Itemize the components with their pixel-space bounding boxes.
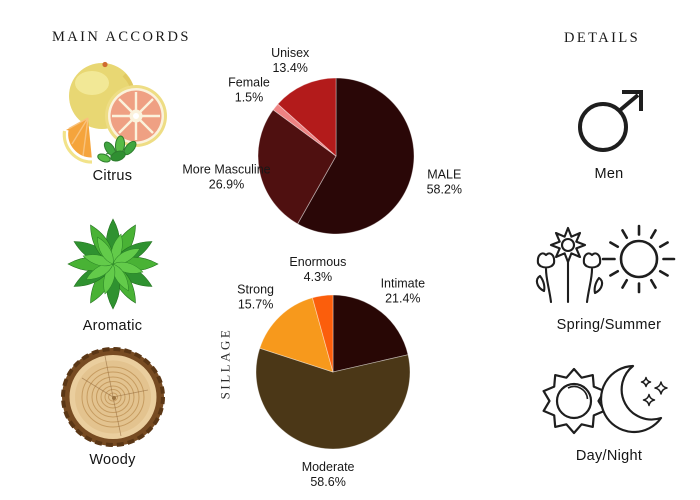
- right-tulip: [582, 252, 604, 304]
- detail-label-day-night: Day/Night: [575, 448, 643, 464]
- pie-label-unisex: Unisex 13.4%: [271, 46, 310, 75]
- details-header: DETAILS: [564, 30, 641, 46]
- sparkle-stars: [640, 376, 668, 407]
- male-symbol-icon: [578, 90, 643, 152]
- pie-slice-strong: [259, 297, 334, 373]
- pie-label-strong: Strong 15.7%: [237, 283, 274, 312]
- log-cross-section: [61, 347, 165, 447]
- gender-pie-chart: MALE 58.2% More Masculine 26.9% Female 1.5%Un…: [182, 46, 462, 235]
- pie-slice-more-masculine: [257, 109, 337, 225]
- crescent-moon-stars-icon: [599, 364, 668, 434]
- pie-slice-unisex: [277, 77, 337, 157]
- accord-label-citrus: Citrus: [92, 168, 133, 184]
- pie-slice-moderate: [255, 347, 411, 450]
- citrus-wedge: [62, 117, 93, 164]
- grapefruit-half: [105, 85, 167, 147]
- sun-outline-icon: [542, 367, 606, 435]
- pie-label-intimate: Intimate 21.4%: [381, 276, 426, 305]
- pie-slice-enormous: [312, 294, 334, 373]
- mint-leaves-image: [67, 218, 159, 310]
- pie-label-enormous: Enormous 4.3%: [289, 255, 346, 284]
- flowers-icon: [535, 226, 604, 304]
- pie-label-more-masculine: More Masculine 26.9%: [182, 163, 270, 192]
- pie-label-moderate: Moderate 58.6%: [302, 460, 355, 489]
- pie-label-female: Female 1.5%: [228, 76, 270, 105]
- mint-sprig: [97, 135, 137, 163]
- pie-slice-intimate: [332, 294, 409, 373]
- detail-label-spring-summer: Spring/Summer: [556, 317, 662, 333]
- pie-slice-male: [297, 77, 415, 235]
- mint-rosette: [67, 218, 159, 310]
- detail-label-men: Men: [594, 166, 624, 182]
- accord-label-aromatic: Aromatic: [82, 318, 143, 334]
- accord-label-woody: Woody: [89, 452, 136, 468]
- growth-rings: [81, 366, 145, 428]
- pie-label-male: MALE 58.2%: [427, 168, 462, 197]
- sillage-pie-chart: Intimate 21.4% Moderate 58.6% Strong 15.7% Eno…: [237, 255, 426, 489]
- wood-slice-image: [61, 347, 165, 447]
- main-accords-header: MAIN ACCORDS: [52, 29, 191, 45]
- wood-cracks: [81, 355, 149, 437]
- sun-rays: [601, 224, 676, 294]
- citrus-image: [62, 61, 167, 164]
- pie-slice-female: [272, 103, 337, 157]
- left-tulip: [535, 252, 556, 304]
- sun-icon: [601, 224, 676, 294]
